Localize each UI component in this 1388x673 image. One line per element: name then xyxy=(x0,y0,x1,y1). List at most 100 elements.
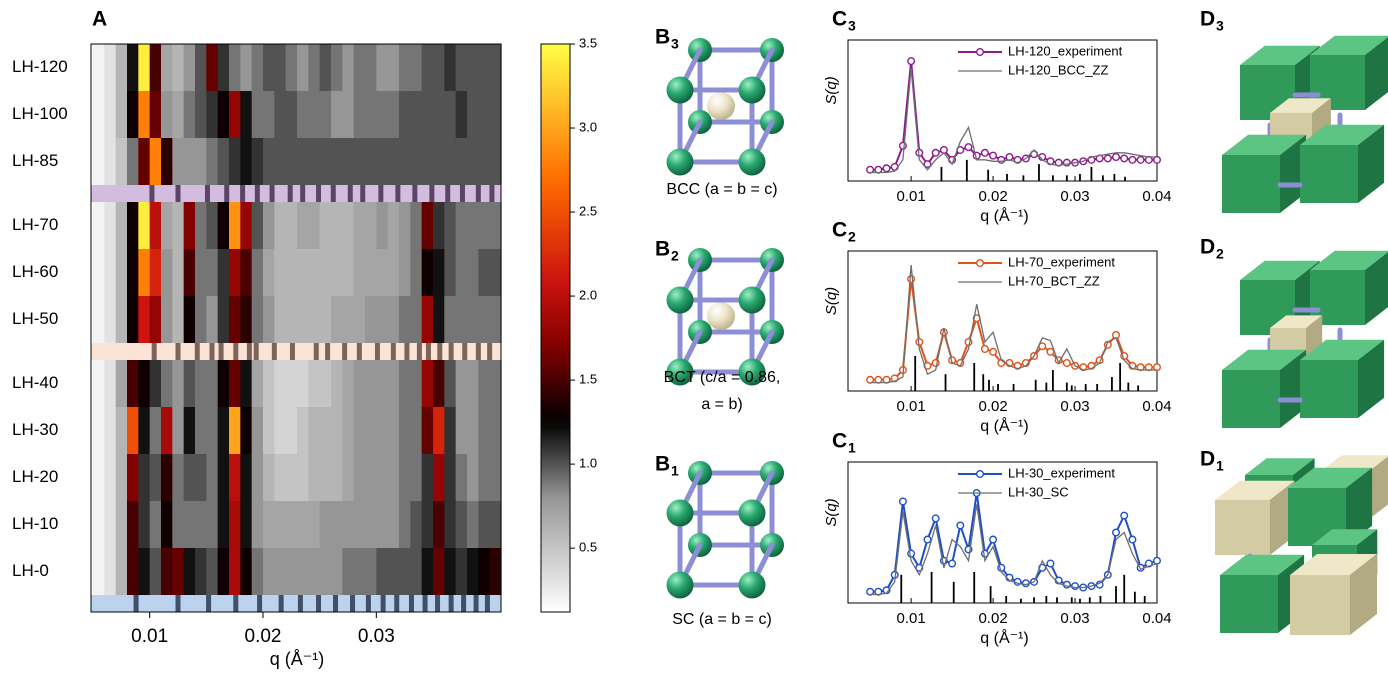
heat-cell xyxy=(297,407,309,454)
heat-cell xyxy=(172,407,185,454)
x-tick-label: 0.03 xyxy=(358,626,395,647)
heat-cell xyxy=(410,249,423,296)
heat-cell xyxy=(410,44,423,91)
x-axis-label: q (Å⁻¹) xyxy=(980,628,1028,647)
heat-cell xyxy=(297,91,309,138)
legend-marker xyxy=(976,470,985,479)
heat-cell xyxy=(229,91,241,138)
heat-cell xyxy=(138,296,151,343)
stripe-tick xyxy=(218,343,224,360)
heat-cell xyxy=(410,91,423,138)
x-axis-label: q (Å⁻¹) xyxy=(270,649,325,669)
heat-cell xyxy=(376,360,389,407)
heat-cell xyxy=(365,454,377,501)
heat-cell xyxy=(217,360,230,407)
panel-label-sub: 1 xyxy=(671,463,679,479)
heat-cell xyxy=(263,44,275,91)
heat-cell xyxy=(331,501,343,548)
panel-label-sub: 3 xyxy=(671,36,679,52)
row-label: LH-100 xyxy=(12,104,68,123)
heat-cell xyxy=(353,91,366,138)
series-marker xyxy=(931,148,940,157)
series-marker xyxy=(907,57,916,66)
panel-label: C xyxy=(832,430,847,453)
heat-cell xyxy=(127,44,139,91)
heat-cell xyxy=(127,138,139,185)
heat-cell xyxy=(206,548,219,595)
heat-cell xyxy=(172,454,185,501)
stripe-tick xyxy=(316,185,322,202)
heat-cell xyxy=(308,91,321,138)
cube-face xyxy=(1300,339,1385,360)
heat-cell xyxy=(206,44,219,91)
heat-cell xyxy=(251,548,264,595)
stripe-tick xyxy=(246,343,252,360)
panel-label: C xyxy=(832,219,847,242)
cube-face xyxy=(1280,134,1307,213)
stripe-tick xyxy=(489,185,495,202)
series-marker xyxy=(989,347,998,356)
series-line xyxy=(870,264,1157,384)
heat-cell xyxy=(365,249,377,296)
panel-label-sub: 2 xyxy=(848,229,856,245)
heat-cell xyxy=(240,138,253,185)
heat-cell xyxy=(308,44,321,91)
heat-cell xyxy=(353,360,366,407)
cube-face xyxy=(1358,124,1385,203)
heat-cell xyxy=(478,548,491,595)
stripe-tick xyxy=(269,185,275,202)
heat-cell xyxy=(115,407,128,454)
heat-cell xyxy=(319,138,332,185)
heat-cell xyxy=(285,296,298,343)
heat-cell xyxy=(467,501,479,548)
heat-cell xyxy=(285,249,298,296)
heat-cell xyxy=(217,202,230,249)
stripe-tick xyxy=(360,185,366,202)
heat-cell xyxy=(297,138,309,185)
heat-cell xyxy=(161,454,173,501)
heat-cell xyxy=(399,501,411,548)
heat-cell xyxy=(399,296,411,343)
stripe-tick xyxy=(151,343,157,360)
structure-caption: a = b) xyxy=(701,396,742,413)
stripe-tick xyxy=(412,185,418,202)
heat-cell xyxy=(489,138,502,185)
heat-cell xyxy=(127,296,139,343)
heat-cell xyxy=(421,407,434,454)
series-line xyxy=(870,68,1157,174)
heat-cell xyxy=(455,360,468,407)
panel-label: B xyxy=(655,238,670,261)
heat-cell xyxy=(342,454,355,501)
heat-cell xyxy=(93,296,105,343)
heat-cell xyxy=(240,249,253,296)
lattice-sphere xyxy=(738,571,766,599)
heat-cell xyxy=(478,249,491,296)
stripe-tick xyxy=(395,185,401,202)
legend-label: LH-70_BCT_ZZ xyxy=(1008,273,1100,288)
series-marker xyxy=(956,521,965,530)
heat-cell xyxy=(433,501,445,548)
heat-cell xyxy=(319,249,332,296)
y-axis-label: S(q) xyxy=(823,76,840,104)
heat-cell xyxy=(274,454,287,501)
heat-cell xyxy=(365,138,377,185)
heat-cell xyxy=(285,44,298,91)
stripe-tick xyxy=(394,595,400,612)
heat-cell xyxy=(421,501,434,548)
heat-cell xyxy=(93,407,105,454)
heat-cell xyxy=(444,202,457,249)
panel-label-sub: 3 xyxy=(848,18,856,34)
heat-cell xyxy=(217,138,230,185)
x-tick-label: 0.01 xyxy=(897,188,926,205)
heat-cell xyxy=(285,454,298,501)
heat-cell xyxy=(274,296,287,343)
heat-cell xyxy=(127,202,139,249)
heat-cell xyxy=(455,501,468,548)
colorbar-tick-label: 1.0 xyxy=(579,456,597,471)
heat-cell xyxy=(319,91,332,138)
panel-label: D xyxy=(1200,448,1215,471)
stripe-tick xyxy=(133,595,139,612)
heat-cell xyxy=(263,548,275,595)
row-label: LH-0 xyxy=(12,561,49,580)
cube-face xyxy=(1280,349,1307,428)
